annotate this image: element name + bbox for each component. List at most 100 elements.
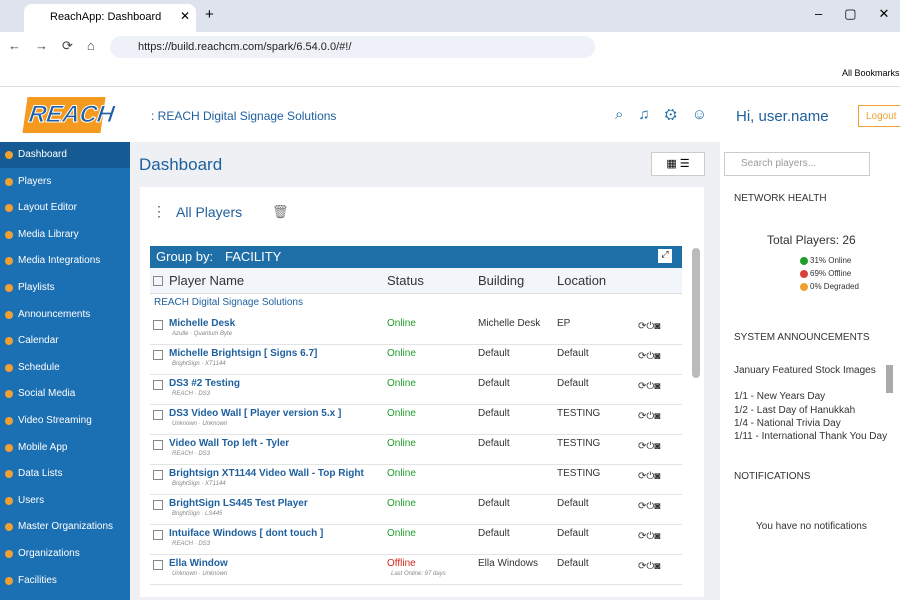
nav-item[interactable]: Calendar	[0, 328, 130, 354]
announcement-list: January Featured Stock Images1/1 - New Y…	[725, 355, 897, 453]
group-by-value[interactable]: FACILITY	[225, 249, 281, 264]
tab-title: ReachApp: Dashboard	[50, 11, 161, 23]
player-name[interactable]: BrightSign LS445 Test Player	[169, 498, 308, 509]
player-row[interactable]: Ella WindowUnknown · UnknownOfflineLast …	[150, 554, 682, 585]
tab-close[interactable]: ✕	[180, 9, 190, 23]
player-row[interactable]: DS3 #2 TestingREACH · DS3OnlineDefaultDe…	[150, 374, 682, 405]
player-model: Unknown · Unknown	[172, 571, 227, 577]
player-model: REACH · DS3	[172, 451, 210, 457]
logout[interactable]: Logout	[858, 105, 900, 127]
actions[interactable]: ⟳⏻◙	[638, 381, 660, 392]
announcement: 1/11 - International Thank You Day	[734, 431, 887, 442]
org-selector[interactable]: : REACH Digital Signage Solutions	[151, 109, 336, 123]
actions[interactable]: ⟳⏻◙	[638, 411, 660, 422]
location: Default	[557, 378, 589, 389]
player-name[interactable]: DS3 Video Wall [ Player version 5.x ]	[169, 408, 341, 419]
nav-icon	[5, 577, 13, 585]
nav-icon	[5, 178, 13, 186]
nav-item[interactable]: Video Streaming	[0, 408, 130, 434]
logo[interactable]: REACH	[22, 97, 105, 133]
player-name[interactable]: Intuiface Windows [ dont touch ]	[169, 528, 323, 539]
player-row[interactable]: Brightsign XT1144 Video Wall - Top Right…	[150, 464, 682, 495]
notifications: NOTIFICATIONSYou have no notifications	[725, 463, 897, 600]
nav-item[interactable]: Organizations	[0, 541, 130, 567]
announcement: 1/1 - New Years Day	[734, 391, 825, 402]
page-title: Dashboard	[139, 155, 222, 175]
column-title[interactable]: Location	[557, 273, 606, 288]
nav-item[interactable]: Dashboard	[0, 142, 130, 168]
actions[interactable]: ⟳⏻◙	[638, 531, 660, 542]
player-row[interactable]: Michelle Brightsign [ Signs 6.7]BrightSi…	[150, 344, 682, 375]
scrollbar[interactable]	[886, 365, 893, 393]
player-selector[interactable]: All Players	[176, 204, 242, 220]
nav-item[interactable]: Master Organizations	[0, 514, 130, 540]
checkbox[interactable]	[153, 320, 163, 330]
nav-item[interactable]: Social Media	[0, 381, 130, 407]
nav-item[interactable]: Facilities	[0, 568, 130, 594]
actions[interactable]: ⟳⏻◙	[638, 501, 660, 512]
column-title[interactable]: Building	[478, 273, 524, 288]
actions[interactable]: ⟳⏻◙	[638, 351, 660, 362]
actions[interactable]: ⟳⏻◙	[638, 471, 660, 482]
actions[interactable]: ⟳⏻◙	[638, 561, 660, 572]
column-title[interactable]: Status	[387, 273, 424, 288]
window-controls[interactable]: –▢✕	[815, 6, 900, 22]
player-name[interactable]: Video Wall Top left - Tyler	[169, 438, 289, 449]
building: Ella Windows	[478, 558, 538, 569]
player-row[interactable]: Video Wall Top left - TylerREACH · DS3On…	[150, 434, 682, 465]
status: Online	[387, 528, 416, 539]
player-row[interactable]: BrightSign LS445 Test PlayerBrightSign ·…	[150, 494, 682, 525]
menu-dots[interactable]: ⋮	[152, 203, 166, 220]
actions[interactable]: ⟳⏻◙	[638, 441, 660, 452]
new-tab[interactable]: +	[205, 6, 214, 23]
player-name[interactable]: Michelle Brightsign [ Signs 6.7]	[169, 348, 317, 359]
player-model: REACH · DS3	[172, 541, 210, 547]
group-name[interactable]: REACH Digital Signage Solutions	[154, 297, 303, 308]
nav-item[interactable]: Layout Editor	[0, 195, 130, 221]
nav-item[interactable]: Players	[0, 169, 130, 195]
nav-item[interactable]: Data Lists	[0, 461, 130, 487]
checkbox[interactable]	[153, 440, 163, 450]
user-name[interactable]: Hi, user.name	[736, 108, 829, 125]
actions[interactable]: ⟳⏻◙	[638, 321, 660, 332]
nav-item[interactable]: Mobile App	[0, 435, 130, 461]
nav-item[interactable]: Users	[0, 488, 130, 514]
legend-label: 0% Degraded	[810, 282, 859, 291]
checkbox[interactable]	[153, 500, 163, 510]
player-name[interactable]: DS3 #2 Testing	[169, 378, 240, 389]
nav-item[interactable]: Schedule	[0, 355, 130, 381]
header-icons[interactable]: ⌕♫⚙☺	[615, 106, 722, 123]
nav-item[interactable]: Announcements	[0, 302, 130, 328]
checkbox[interactable]	[153, 350, 163, 360]
player-name[interactable]: Brightsign XT1144 Video Wall - Top Right	[169, 468, 364, 479]
checkbox[interactable]	[153, 470, 163, 480]
column-title[interactable]: Player Name	[169, 273, 244, 288]
address-bar[interactable]: https://build.reachcm.com/spark/6.54.0.0…	[110, 36, 595, 58]
checkbox[interactable]	[153, 380, 163, 390]
nav-item[interactable]: Playlists	[0, 275, 130, 301]
logo-text: REACH	[27, 101, 116, 129]
player-name[interactable]: Michelle Desk	[169, 318, 235, 329]
search[interactable]: Search players...	[724, 152, 870, 176]
player-row[interactable]: Intuiface Windows [ dont touch ] REACH · …	[150, 524, 682, 555]
delete[interactable]: 🗑	[272, 204, 289, 220]
nav-item[interactable]: Media Integrations	[0, 248, 130, 274]
checkbox[interactable]	[153, 410, 163, 420]
scrollbar[interactable]	[692, 248, 700, 378]
legend-label: 69% Offline	[810, 269, 851, 278]
checkbox[interactable]	[153, 530, 163, 540]
checkbox[interactable]	[153, 276, 163, 286]
nav-item[interactable]: Media Library	[0, 222, 130, 248]
location: TESTING	[557, 408, 600, 419]
announcement: 1/4 - National Trivia Day	[734, 418, 841, 429]
player-name[interactable]: Ella Window	[169, 558, 228, 569]
player-row[interactable]: Michelle DeskAzulle · Quantum ByteOnline…	[150, 314, 682, 345]
tab[interactable]: ReachApp: Dashboard ✕	[24, 4, 196, 32]
expand[interactable]: ⤢	[658, 249, 672, 263]
view-toggle[interactable]: ▦ ☰	[651, 152, 705, 176]
nav-buttons[interactable]: ←→⟳⌂	[8, 38, 109, 54]
checkbox[interactable]	[153, 560, 163, 570]
player-row[interactable]: DS3 Video Wall [ Player version 5.x ]Unk…	[150, 404, 682, 435]
last-online: Last Online: 97 days	[391, 571, 446, 577]
bookmarks[interactable]: All Bookmarks	[842, 68, 900, 78]
